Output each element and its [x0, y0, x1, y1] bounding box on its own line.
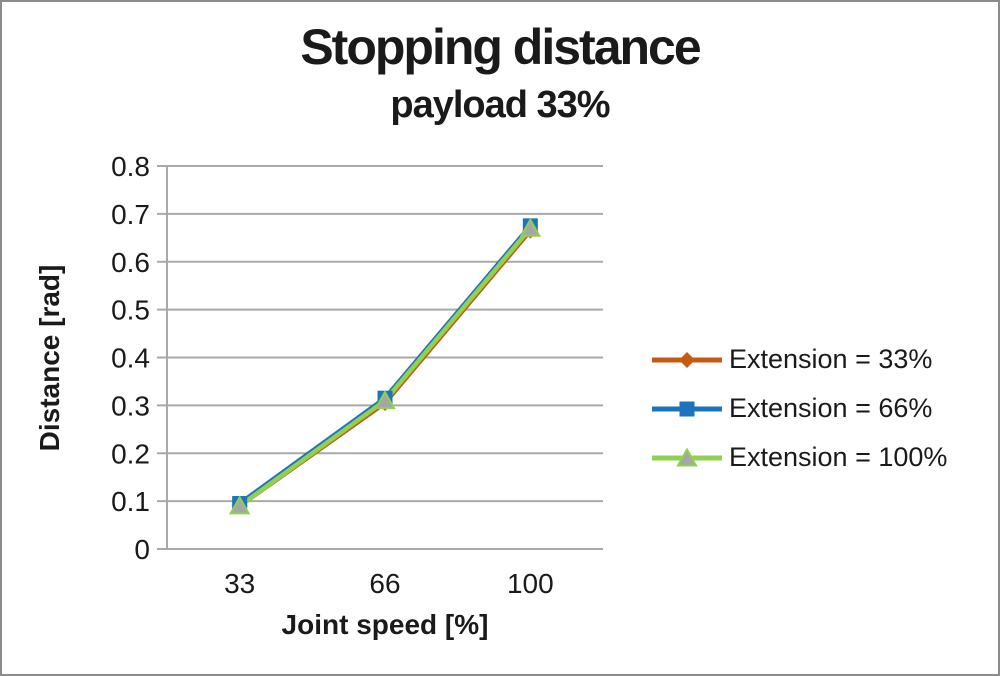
- data-point-extension-100-2: [519, 217, 542, 237]
- x-tick-label: 33: [224, 568, 255, 599]
- y-tick-label: 0.8: [111, 151, 150, 182]
- y-axis-title: Distance [rad]: [34, 265, 65, 452]
- y-tick-label: 0.7: [111, 199, 150, 230]
- y-tick-label: 0.1: [111, 486, 150, 517]
- x-tick-label: 100: [507, 568, 554, 599]
- y-tick-label: 0.4: [111, 343, 150, 374]
- legend-label: Extension = 66%: [729, 393, 933, 423]
- legend-marker-diamond-icon: [652, 351, 722, 368]
- legend-label: Extension = 33%: [729, 344, 933, 374]
- legend: Extension = 33% Extension = 66% Extension …: [651, 335, 947, 482]
- series-line-extension-100: [237, 225, 533, 509]
- legend-marker-triangle-icon: [652, 446, 722, 466]
- chart-subtitle: payload 33%: [390, 84, 610, 126]
- data-point-extension-100-0: [228, 495, 251, 515]
- series-line-extension-33: [237, 228, 533, 509]
- y-tick-label: 0.6: [111, 247, 150, 278]
- series-line-extension-66: [237, 223, 533, 506]
- chart-title: Stopping distance: [300, 19, 701, 75]
- y-tick-label: 0.5: [111, 295, 150, 326]
- y-tick-label: 0.2: [111, 438, 150, 469]
- legend-item-extension-33: Extension = 33%: [651, 335, 947, 384]
- y-tick-label: 0: [134, 534, 150, 565]
- legend-label: Extension = 100%: [729, 442, 948, 472]
- legend-item-extension-66: Extension = 66%: [651, 384, 947, 433]
- legend-marker-sample: [679, 401, 695, 416]
- data-point-extension-100-1: [374, 390, 396, 410]
- y-tick-label: 0.3: [111, 390, 150, 421]
- legend-marker-sample: [676, 446, 698, 466]
- legend-marker-sample: [679, 351, 695, 368]
- legend-marker-square-icon: [652, 401, 722, 416]
- x-axis-title: Joint speed [%]: [282, 609, 489, 640]
- x-tick-label: 66: [369, 568, 400, 599]
- legend-item-extension-100: Extension = 100%: [651, 433, 947, 482]
- tick-label-layer: 0.8 0.7 0.6 0.5 0.4 0.3 0.2 0.1 0 33 66 100: [111, 151, 554, 599]
- series-layer: [228, 217, 542, 515]
